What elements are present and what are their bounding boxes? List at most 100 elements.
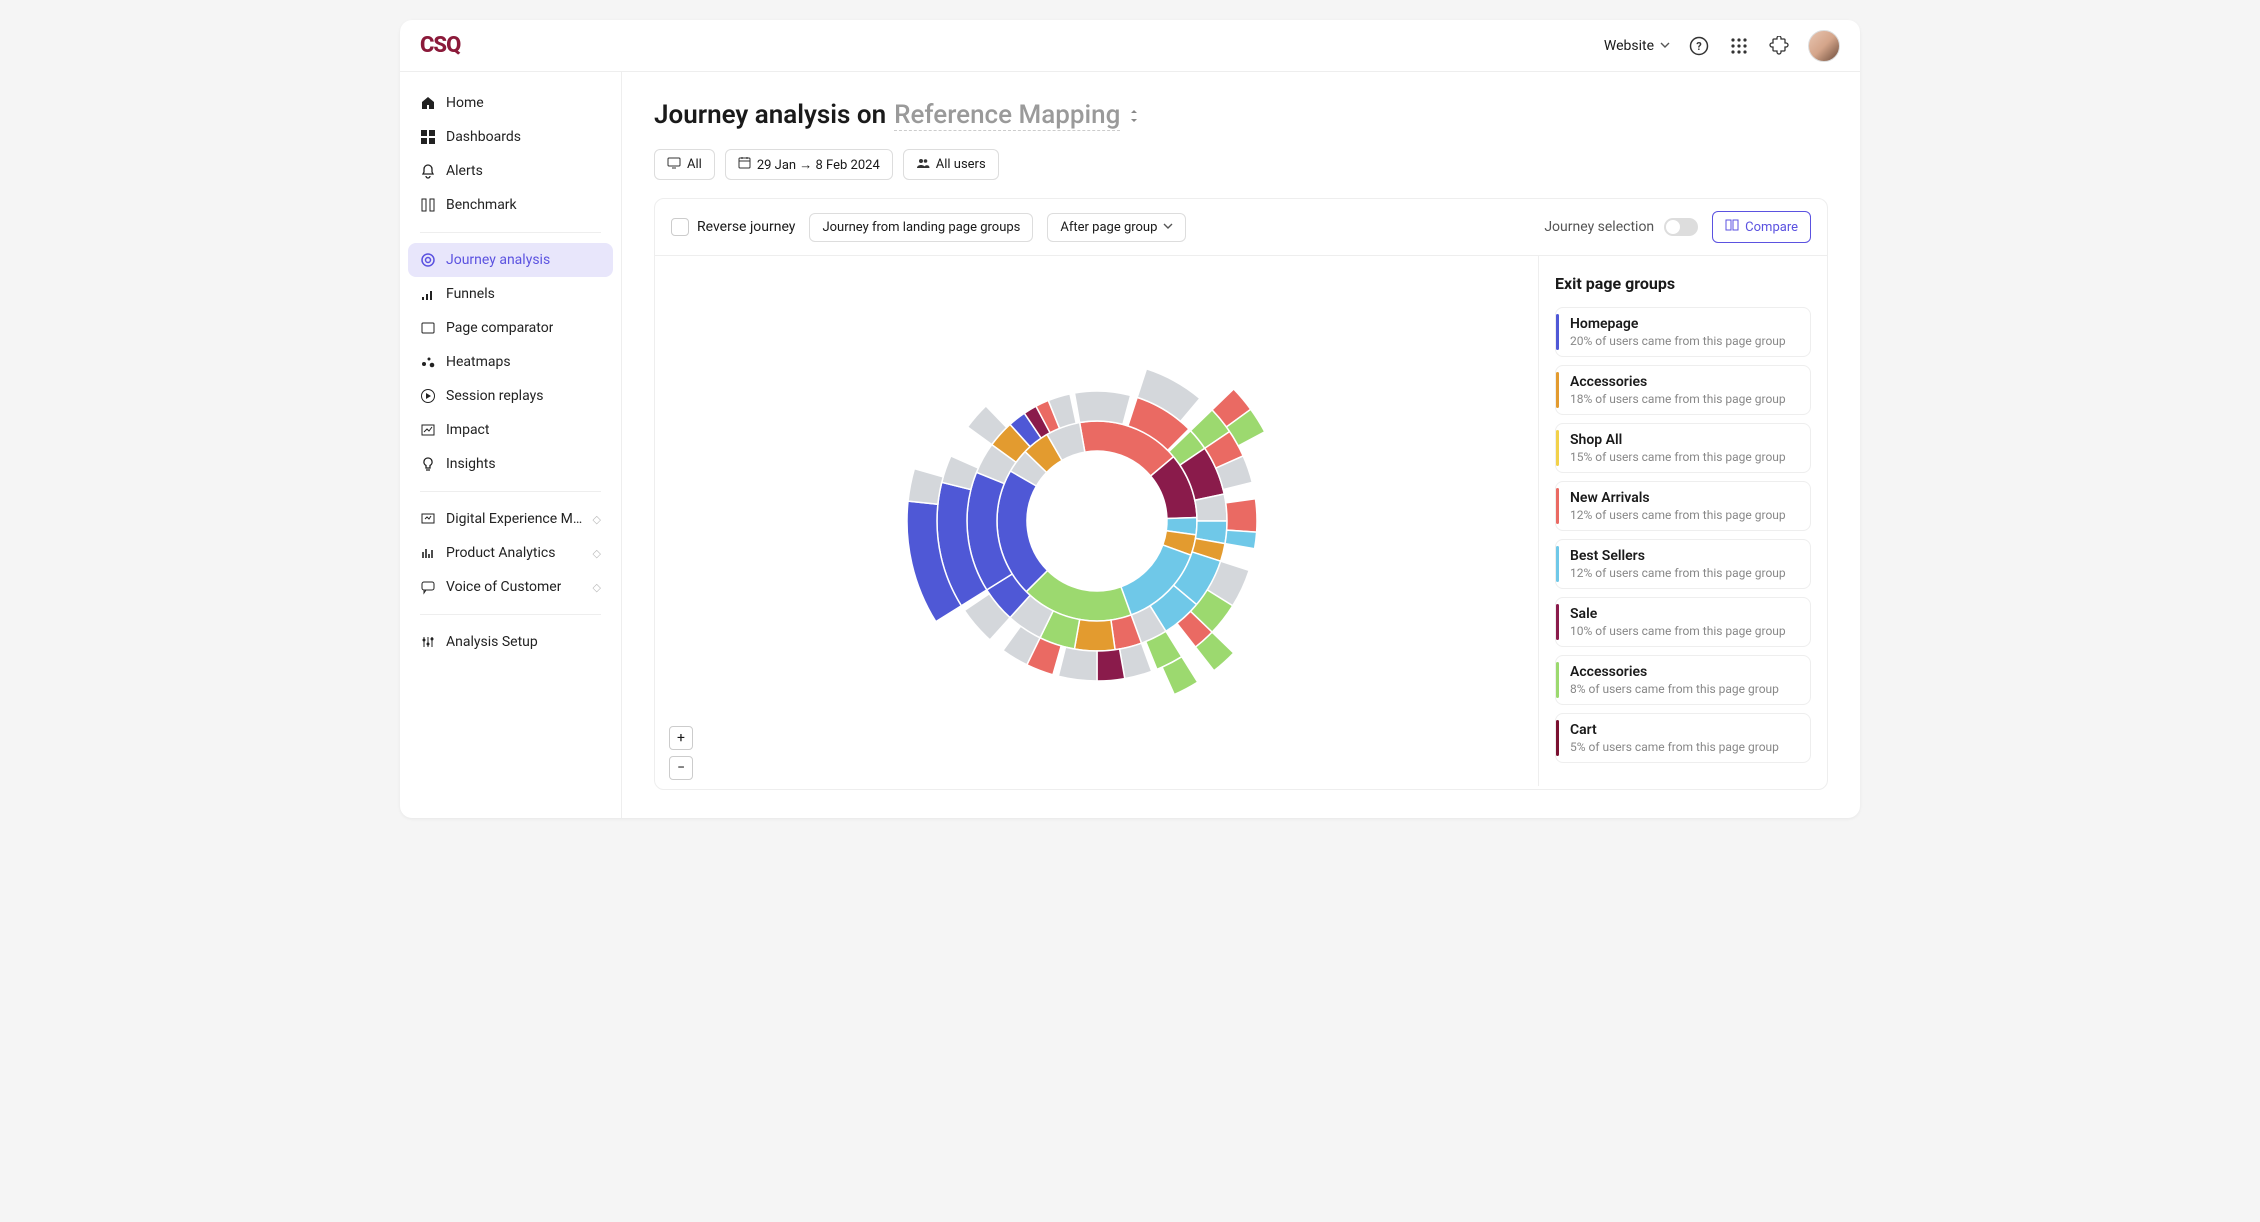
zoom-out-button[interactable]: − <box>669 756 693 780</box>
chevron-down-icon <box>1660 38 1670 54</box>
sidebar-item-label: Analysis Setup <box>446 634 538 650</box>
panel-toolbar: Reverse journey Journey from landing pag… <box>655 199 1827 256</box>
app-window: CSQ Website ? HomeDashboardsAlertsBenchm… <box>400 20 1860 818</box>
legend-item-desc: 12% of users came from this page group <box>1570 508 1800 522</box>
sidebar-item-voice-of-customer[interactable]: Voice of Customer◇ <box>408 570 613 604</box>
users-filter[interactable]: All users <box>903 149 999 180</box>
sidebar-item-home[interactable]: Home <box>408 86 613 120</box>
sunburst-arc[interactable] <box>1058 647 1097 681</box>
sidebar-item-funnels[interactable]: Funnels <box>408 277 613 311</box>
sidebar-item-impact[interactable]: Impact <box>408 413 613 447</box>
sidebar-item-heatmaps[interactable]: Heatmaps <box>408 345 613 379</box>
date-label: 29 Jan → 8 Feb 2024 <box>757 157 880 173</box>
premium-icon: ◇ <box>593 581 601 594</box>
site-selector[interactable]: Website <box>1604 38 1670 54</box>
sidebar-item-label: Journey analysis <box>446 252 550 268</box>
sidebar-item-label: Benchmark <box>446 197 517 213</box>
zoom-controls: + − <box>669 726 693 780</box>
legend-item-new-arrivals[interactable]: New Arrivals 12% of users came from this … <box>1555 481 1811 531</box>
legend-item-desc: 20% of users came from this page group <box>1570 334 1800 348</box>
benchmark-icon <box>420 197 436 213</box>
users-icon <box>916 157 930 173</box>
sunburst-arc[interactable] <box>1097 649 1125 681</box>
sidebar-item-label: Insights <box>446 456 496 472</box>
topbar-right: Website ? <box>1604 30 1840 62</box>
sunburst-arc[interactable] <box>1225 530 1257 549</box>
sidebar-item-label: Dashboards <box>446 129 521 145</box>
sidebar-item-label: Funnels <box>446 286 495 302</box>
legend-item-name: Shop All <box>1570 432 1800 448</box>
sidebar-item-label: Page comparator <box>446 320 553 336</box>
compare-label: Compare <box>1745 220 1798 235</box>
svg-text:?: ? <box>1696 40 1702 53</box>
sidebar-item-product-analytics[interactable]: Product Analytics◇ <box>408 536 613 570</box>
toggle-switch[interactable] <box>1664 218 1698 236</box>
device-filter[interactable]: All <box>654 149 715 180</box>
journey-from-label: Journey from landing page groups <box>822 220 1020 235</box>
legend-item-homepage[interactable]: Homepage20% of users came from this page… <box>1555 307 1811 357</box>
sunburst-arc[interactable] <box>908 469 943 505</box>
panel-toolbar-left: Reverse journey Journey from landing pag… <box>671 213 1186 242</box>
extension-icon[interactable] <box>1768 35 1790 57</box>
legend-item-name: Sale <box>1570 606 1800 622</box>
impact-icon <box>420 422 436 438</box>
sidebar-item-label: Alerts <box>446 163 483 179</box>
legend-item-best-sellers[interactable]: Best Sellers12% of users came from this … <box>1555 539 1811 589</box>
sidebar-item-analysis-setup[interactable]: Analysis Setup <box>408 625 613 659</box>
reverse-journey-checkbox[interactable]: Reverse journey <box>671 218 795 236</box>
sidebar-item-page-comparator[interactable]: Page comparator <box>408 311 613 345</box>
legend-item-accessories[interactable]: Accessories8% of users came from this pa… <box>1555 655 1811 705</box>
after-page-dropdown[interactable]: After page group <box>1047 213 1186 242</box>
calendar-icon <box>738 156 751 173</box>
legend-item-name: New Arrivals <box>1570 490 1800 506</box>
sidebar-item-benchmark[interactable]: Benchmark <box>408 188 613 222</box>
legend-item-accessories[interactable]: Accessories18% of users came from this p… <box>1555 365 1811 415</box>
sunburst-arc[interactable] <box>1225 499 1256 532</box>
sunburst-arc[interactable] <box>1074 391 1130 424</box>
sidebar-item-label: Session replays <box>446 388 543 404</box>
users-label: All users <box>936 157 986 172</box>
sidebar-item-insights[interactable]: Insights <box>408 447 613 481</box>
legend-item-cart[interactable]: Cart5% of users came from this page grou… <box>1555 713 1811 763</box>
legend-item-sale[interactable]: Sale 10% of users came from this page gro… <box>1555 597 1811 647</box>
chevron-down-icon <box>1163 220 1173 235</box>
legend-title: Exit page groups <box>1555 274 1811 293</box>
sidebar-item-journey-analysis[interactable]: Journey analysis <box>408 243 613 277</box>
heatmap-icon <box>420 354 436 370</box>
sidebar-item-dashboards[interactable]: Dashboards <box>408 120 613 154</box>
reverse-label: Reverse journey <box>697 219 795 235</box>
compare-button[interactable]: Compare <box>1712 211 1811 243</box>
legend-item-desc: 15% of users came from this page group <box>1570 450 1800 464</box>
sidebar-item-session-replays[interactable]: Session replays <box>408 379 613 413</box>
page-title: Journey analysis on Reference Mapping <box>654 100 1828 131</box>
insight-icon <box>420 456 436 472</box>
journey-from-pill[interactable]: Journey from landing page groups <box>809 213 1033 242</box>
dem-icon <box>420 511 436 527</box>
date-filter[interactable]: 29 Jan → 8 Feb 2024 <box>725 149 893 180</box>
site-label: Website <box>1604 38 1654 54</box>
sidebar-item-label: Digital Experience Monitor... <box>446 511 583 527</box>
avatar[interactable] <box>1808 30 1840 62</box>
legend-list: Homepage20% of users came from this page… <box>1555 307 1811 763</box>
nav-divider <box>420 491 601 492</box>
sidebar-item-alerts[interactable]: Alerts <box>408 154 613 188</box>
main-content: Journey analysis on Reference Mapping Al… <box>622 72 1860 818</box>
sunburst-chart[interactable]: + − <box>655 256 1539 786</box>
app-body: Home Dashboards Alerts Benchmark Journey ana… <box>400 72 1860 818</box>
zoom-in-button[interactable]: + <box>669 726 693 750</box>
legend-item-desc: 5% of users came from this page group <box>1570 740 1800 754</box>
panel-body: + − Exit page groups Homepage20% of user… <box>655 256 1827 789</box>
funnel-icon <box>420 286 436 302</box>
after-label: After page group <box>1060 220 1157 235</box>
legend-item-shop-all[interactable]: Shop All 15% of users came from this page… <box>1555 423 1811 473</box>
legend-item-desc: 10% of users came from this page group <box>1570 624 1800 638</box>
sidebar-item-label: Impact <box>446 422 489 438</box>
mapping-selector[interactable]: Reference Mapping <box>894 100 1120 131</box>
legend-item-desc: 12% of users came from this page group <box>1570 566 1800 580</box>
sort-icon[interactable] <box>1128 109 1140 127</box>
apps-grid-icon[interactable] <box>1728 35 1750 57</box>
sidebar-item-digital-experience-monitor[interactable]: Digital Experience Monitor...◇ <box>408 502 613 536</box>
help-icon[interactable]: ? <box>1688 35 1710 57</box>
sunburst-arc[interactable] <box>1074 619 1115 651</box>
sidebar: Home Dashboards Alerts Benchmark Journey ana… <box>400 72 622 818</box>
